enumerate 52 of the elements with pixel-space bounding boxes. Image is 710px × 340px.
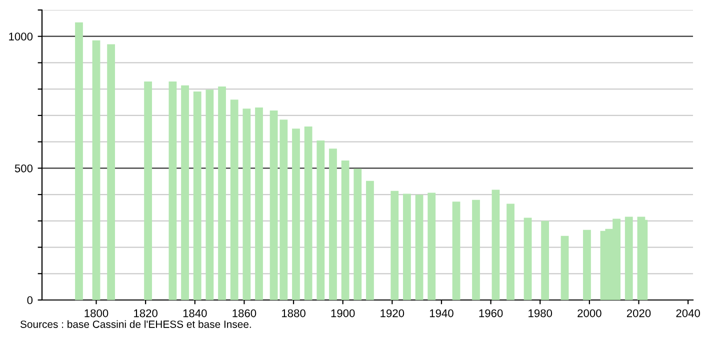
bar — [255, 108, 263, 300]
bar — [218, 86, 226, 300]
bar — [583, 230, 591, 300]
bar — [524, 218, 532, 300]
bar — [560, 236, 569, 300]
x-tick-label: 1880 — [282, 309, 306, 318]
x-tick-label: 1940 — [430, 309, 454, 318]
bar — [472, 200, 480, 300]
x-tick-label: 1820 — [134, 309, 158, 318]
bar — [452, 202, 460, 300]
bar — [354, 168, 362, 300]
bar — [270, 110, 278, 300]
y-tick-label: 1000 — [9, 32, 33, 40]
bar — [193, 91, 202, 300]
bar — [230, 100, 238, 300]
x-tick-label: 1920 — [380, 309, 404, 318]
bar — [280, 120, 288, 300]
bar — [316, 140, 325, 300]
x-tick-label: 2020 — [626, 309, 651, 318]
bar — [292, 128, 300, 300]
bar — [242, 108, 251, 300]
bar — [329, 148, 337, 300]
x-tick-label: 1840 — [183, 309, 207, 318]
source-note: Sources : base Cassini de l'EHESS et base Insee. — [20, 320, 251, 328]
bar — [428, 192, 436, 300]
x-tick-label: 2040 — [676, 309, 700, 318]
bar — [637, 216, 646, 300]
bar — [624, 216, 633, 300]
bar — [390, 190, 399, 300]
bar — [168, 81, 177, 300]
bar — [206, 90, 214, 300]
bar — [403, 194, 411, 300]
x-tick-label: 2000 — [578, 309, 602, 318]
bar — [541, 220, 549, 300]
bar — [92, 40, 100, 300]
x-tick-label: 1800 — [84, 309, 108, 318]
bar — [415, 194, 424, 300]
bar — [492, 190, 500, 300]
bar — [181, 85, 189, 300]
x-tick-label: 1980 — [528, 309, 552, 318]
bar — [506, 204, 514, 300]
x-tick-label: 1860 — [232, 309, 256, 318]
bar — [144, 81, 152, 300]
bar — [366, 180, 374, 300]
x-tick-label: 1900 — [331, 309, 355, 318]
y-tick-label: 0 — [27, 296, 33, 304]
bar — [341, 160, 350, 300]
bar — [304, 126, 312, 300]
x-tick-label: 1960 — [479, 309, 503, 318]
y-tick-label: 500 — [14, 164, 33, 172]
bar — [75, 22, 83, 300]
bar — [107, 44, 115, 300]
